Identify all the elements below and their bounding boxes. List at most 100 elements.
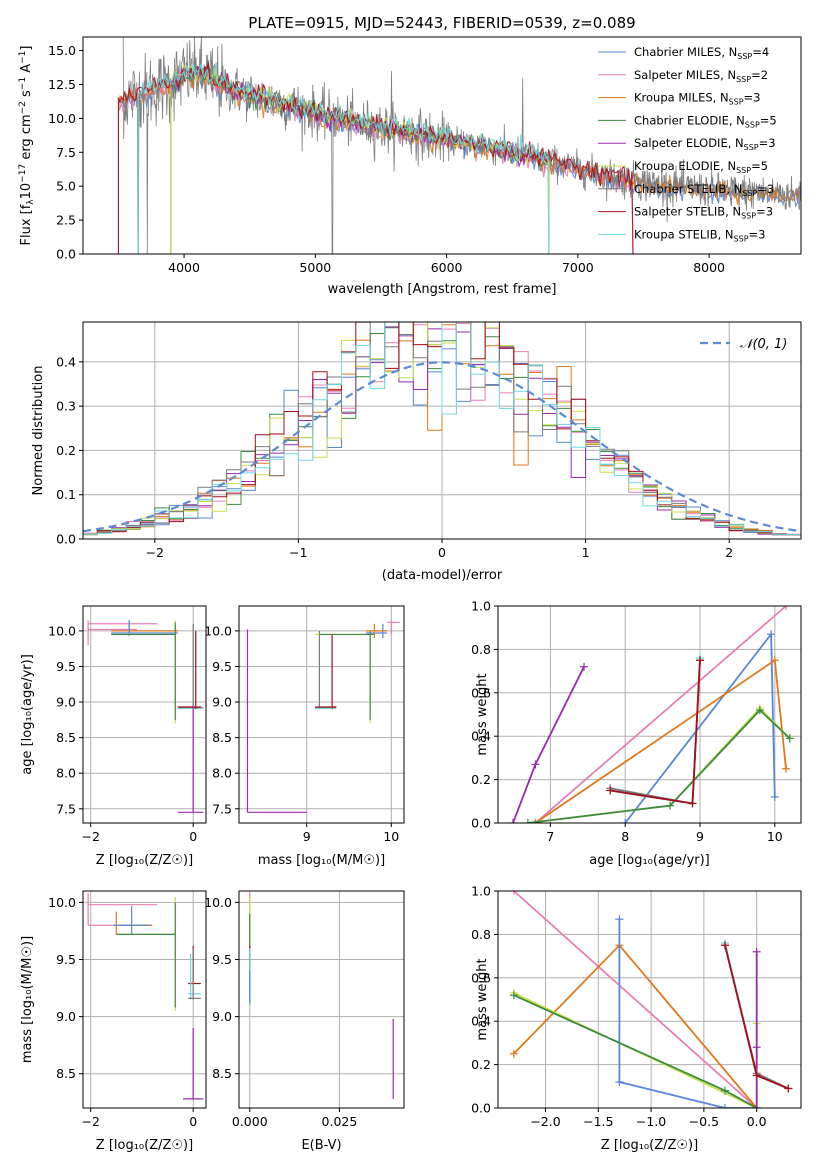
grid bbox=[239, 606, 404, 823]
x-tick-label: 10 bbox=[767, 829, 783, 844]
legend-label: Chabrier MILES, N bbox=[634, 45, 737, 59]
y-label-part: erg cm bbox=[19, 114, 34, 163]
series-line-salpeter_stelib bbox=[610, 660, 701, 805]
axes-box bbox=[82, 605, 207, 824]
y-tick-label: 10.0 bbox=[204, 895, 232, 910]
y-tick-label: 0.4 bbox=[471, 1014, 491, 1029]
y-tick-label: 0.8 bbox=[471, 642, 491, 657]
panel-age_vs_mass: 9 10 7.5 8.0 8.5 9.0 9.5 10.0 mass [log₁₀(M/M☉)] bbox=[204, 605, 405, 868]
legend-entry: Chabrier STELIB, NSSP=3 bbox=[634, 182, 774, 198]
x-tick-label: 5000 bbox=[299, 260, 331, 275]
y-tick-label: 7.5 bbox=[56, 801, 76, 816]
x-axis-label: Z [log₁₀(Z/Z☉)] bbox=[96, 853, 193, 868]
axes-box bbox=[238, 605, 405, 824]
x-tick-label: 9 bbox=[696, 829, 704, 844]
chart-title: PLATE=0915, MJD=52443, FIBERID=0539, z=0… bbox=[248, 14, 635, 32]
series-line-chabrier_elodie bbox=[527, 708, 791, 823]
y-label-part: s bbox=[19, 90, 34, 101]
x-tick-label: −2.0 bbox=[530, 1114, 560, 1129]
legend-entry: Salpeter STELIB, NSSP=3 bbox=[634, 205, 773, 221]
y-axis-label: mass weight bbox=[475, 958, 490, 1040]
legend-tail: =3 bbox=[759, 136, 776, 150]
model-line-kroupa_stelib bbox=[137, 62, 550, 254]
x-tick-label: 9 bbox=[303, 829, 311, 844]
panel-mass_vs_Z: −2 0 8.5 9.0 9.5 10.0 Z [log₁₀(Z/Z☉)] mass [log… bbox=[20, 890, 207, 1153]
y-label-part: −2 bbox=[18, 101, 28, 114]
legend-label: Chabrier ELODIE, N bbox=[634, 113, 745, 127]
axes-box bbox=[82, 36, 802, 255]
y-tick-label: 9.0 bbox=[212, 695, 232, 710]
x-axis-label: wavelength [Angstrom, rest frame] bbox=[328, 282, 557, 297]
x-tick-label: 0 bbox=[189, 1114, 197, 1129]
legend-sub: SSP bbox=[737, 52, 752, 61]
axes-box bbox=[497, 605, 802, 824]
y-label-part: 10 bbox=[19, 183, 34, 200]
legend-label: Salpeter STELIB, N bbox=[634, 205, 741, 219]
y-axis-label: mass [log₁₀(M/M☉)] bbox=[20, 936, 35, 1063]
y-tick-label: 0.1 bbox=[56, 487, 76, 502]
y-label-part: λ bbox=[26, 199, 36, 205]
x-tick-label: 0.025 bbox=[322, 1114, 358, 1129]
y-tick-label: 8.5 bbox=[212, 1066, 232, 1081]
histogram-kroupa_stelib bbox=[83, 322, 801, 536]
grid bbox=[83, 606, 206, 823]
x-axis-label: age [log₁₀(age/yr)] bbox=[589, 853, 710, 868]
y-tick-label: 10.0 bbox=[204, 623, 232, 638]
panel-residuals: −2 −1 0 1 2 0.0 0.1 0.2 0.3 0.4 𝒩(0, 1) (data-model… bbox=[31, 321, 802, 583]
x-tick-label: 0 bbox=[189, 829, 197, 844]
y-tick-label: 8.5 bbox=[212, 730, 232, 745]
legend-tail: =3 bbox=[749, 227, 766, 241]
plot-area bbox=[509, 891, 793, 1108]
y-label-part: −1 bbox=[18, 51, 28, 64]
axes-frame: −2 −1 0 1 2 0.0 0.1 0.2 0.3 0.4 bbox=[56, 321, 802, 560]
plot-area bbox=[249, 893, 394, 1099]
x-tick-label: 8 bbox=[621, 829, 629, 844]
x-axis-label: (data-model)/error bbox=[382, 568, 503, 583]
y-label-part: A bbox=[19, 64, 34, 77]
y-tick-label: 15.0 bbox=[48, 43, 76, 58]
legend-entry: Kroupa STELIB, NSSP=3 bbox=[634, 227, 765, 243]
y-label-part: Flux [ bbox=[19, 209, 34, 245]
series-line-chabrier_miles bbox=[618, 919, 757, 1108]
axes-frame: 9 10 7.5 8.0 8.5 9.0 9.5 10.0 bbox=[204, 605, 405, 844]
x-tick-label: 0.000 bbox=[232, 1114, 268, 1129]
y-tick-label: 0.0 bbox=[56, 247, 76, 262]
y-tick-label: 9.5 bbox=[212, 659, 232, 674]
panel-spectrum: 4000 5000 6000 7000 8000 0.0 2.5 5.0 7.5 10.0 12.5… bbox=[18, 14, 802, 297]
y-label-part: ] bbox=[19, 46, 34, 51]
legend-label: Chabrier STELIB, N bbox=[634, 182, 742, 196]
y-tick-label: 0.8 bbox=[471, 927, 491, 942]
legend-sub: SSP bbox=[729, 98, 744, 107]
legend-entry: Chabrier MILES, NSSP=4 bbox=[634, 45, 769, 61]
x-tick-label: 4000 bbox=[168, 260, 200, 275]
legend-sub: SSP bbox=[734, 234, 749, 243]
legend-entry: Kroupa ELODIE, NSSP=5 bbox=[634, 159, 768, 175]
series-line-salpeter_miles bbox=[534, 606, 787, 823]
normal-distribution-line bbox=[83, 361, 799, 533]
y-tick-label: 0.0 bbox=[56, 532, 76, 547]
x-axis-label: E(B-V) bbox=[301, 1138, 341, 1153]
panel-weight_vs_age: 7 8 9 10 0.0 0.2 0.4 0.6 0.8 1.0 age [log₁₀(age/yr… bbox=[471, 599, 802, 868]
legend-sub: SSP bbox=[736, 166, 751, 175]
axes-frame: 0.000 0.025 8.5 9.0 9.5 10.0 bbox=[204, 890, 405, 1129]
y-tick-label: 9.0 bbox=[56, 1009, 76, 1024]
legend-tail: =5 bbox=[751, 159, 768, 173]
legend-sub: SSP bbox=[741, 212, 756, 221]
y-tick-label: 1.0 bbox=[471, 599, 491, 614]
x-tick-label: −2 bbox=[146, 545, 164, 560]
y-axis-label: age [log₁₀(age/yr)] bbox=[20, 654, 35, 775]
legend-label: Salpeter MILES, N bbox=[634, 68, 736, 82]
y-tick-label: 2.5 bbox=[56, 213, 76, 228]
y-tick-label: 9.5 bbox=[56, 952, 76, 967]
legend-entry: 𝒩(0, 1) bbox=[740, 337, 787, 352]
y-tick-label: 0.6 bbox=[471, 970, 491, 985]
axes-frame: −2.0 −1.5 −1.0 −0.5 0.0 0.0 0.2 0.4 0.6 0.8 1.0 bbox=[471, 884, 802, 1129]
plot-area bbox=[117, 37, 801, 254]
series-line-kroupa_stelib bbox=[610, 658, 701, 805]
x-tick-label: 0 bbox=[438, 545, 446, 560]
legend: 𝒩(0, 1) bbox=[700, 337, 787, 352]
grid bbox=[239, 891, 404, 1108]
axes-box bbox=[238, 890, 405, 1109]
